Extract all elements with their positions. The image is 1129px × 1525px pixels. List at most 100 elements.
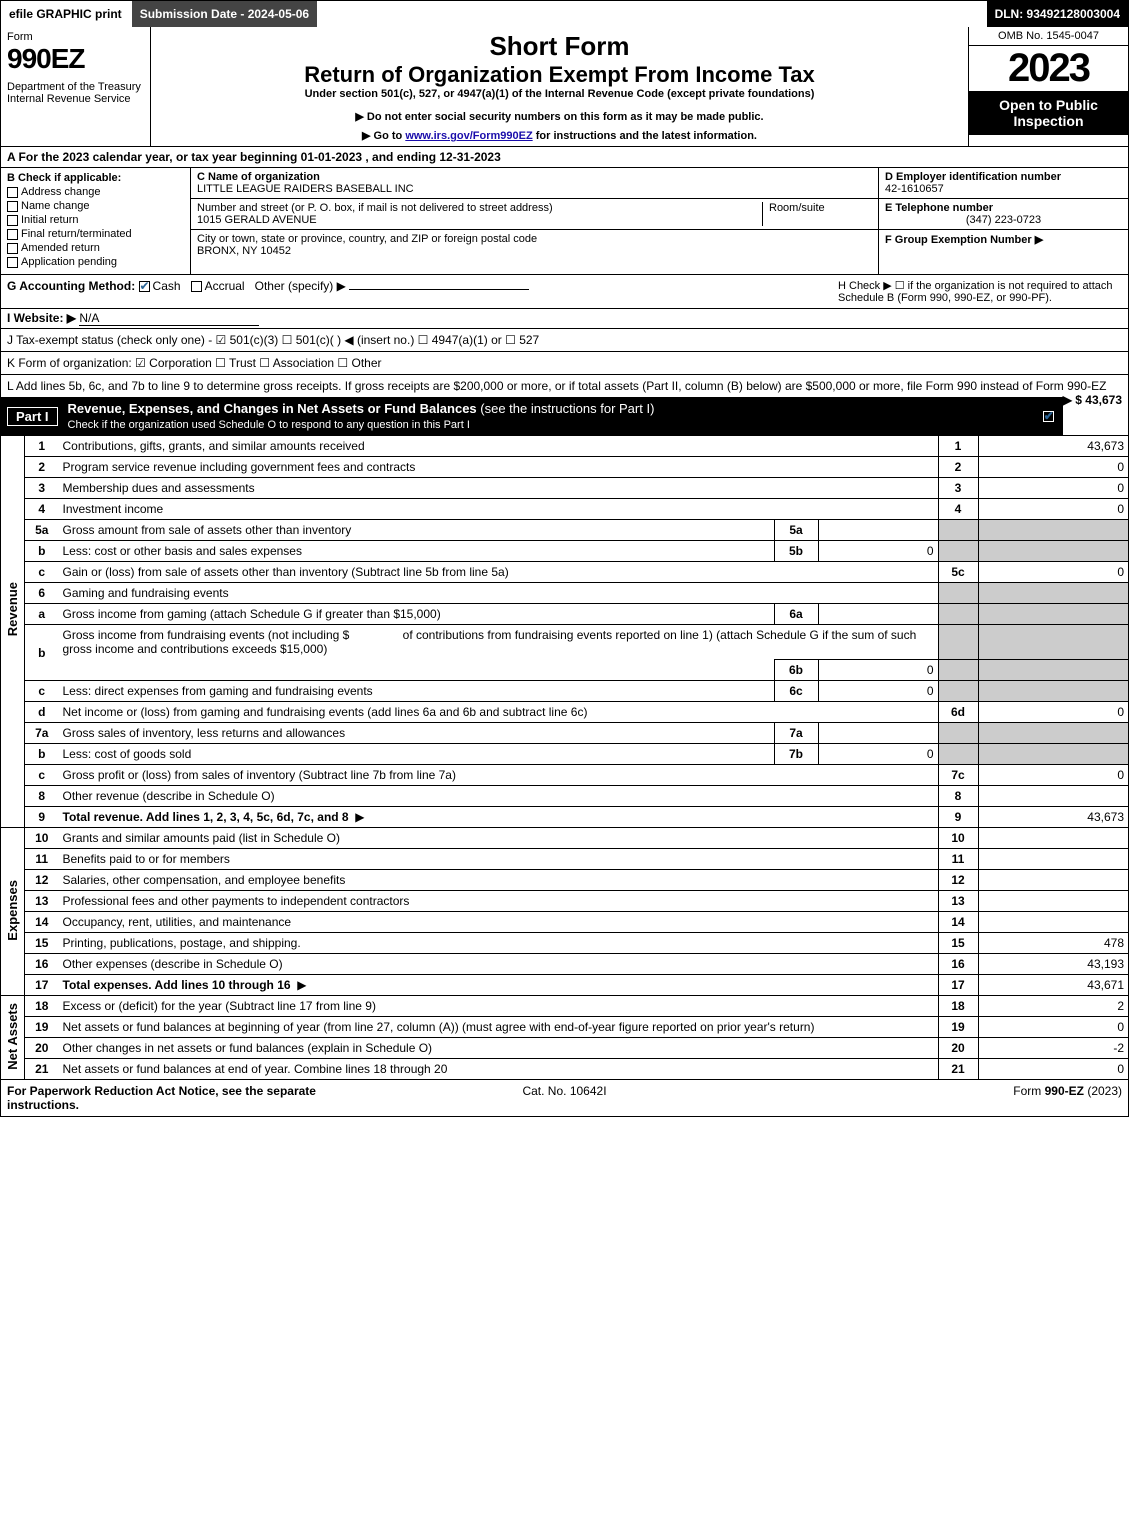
ln6d-nc: 6d (938, 702, 978, 723)
col-def: D Employer identification number 42-1610… (878, 168, 1128, 274)
ln12-no: 12 (25, 870, 59, 891)
efile-print-label: efile GRAPHIC print (1, 1, 132, 27)
subtitle-ssn: ▶ Do not enter social security numbers o… (159, 110, 960, 123)
c-street-value: 1015 GERALD AVENUE (197, 214, 762, 226)
ln7b-no: b (25, 744, 59, 765)
top-bar: efile GRAPHIC print Submission Date - 20… (1, 1, 1128, 27)
other-label: Other (specify) ▶ (255, 279, 346, 293)
irs-link[interactable]: www.irs.gov/Form990EZ (405, 130, 532, 142)
ln9-nc: 9 (938, 807, 978, 828)
ln5c-nc: 5c (938, 562, 978, 583)
ln13-val (978, 891, 1128, 912)
b-title: B Check if applicable: (7, 172, 184, 184)
ln10-desc: Grants and similar amounts paid (list in… (59, 828, 939, 849)
c-name-label: C Name of organization (197, 171, 872, 183)
ln7b-sv: 0 (818, 744, 938, 765)
ln6b-val1 (978, 625, 1128, 660)
open-to-public: Open to Public Inspection (969, 91, 1128, 135)
ln4-desc: Investment income (59, 499, 939, 520)
ln1-val: 43,673 (978, 436, 1128, 457)
i-website-value: N/A (79, 311, 259, 326)
ln14-val (978, 912, 1128, 933)
ln15-no: 15 (25, 933, 59, 954)
header-right: OMB No. 1545-0047 2023 Open to Public In… (968, 27, 1128, 146)
ln6b-nc2 (938, 660, 978, 681)
ln7a-nc (938, 723, 978, 744)
ln6-val (978, 583, 1128, 604)
c-name-row: C Name of organization LITTLE LEAGUE RAI… (191, 168, 878, 199)
ln6b-sv: 0 (818, 660, 938, 681)
ln6a-sc: 6a (774, 604, 818, 625)
ln21-no: 21 (25, 1059, 59, 1080)
ln17-desc: Total expenses. Add lines 10 through 16 … (59, 975, 939, 996)
ln5b-desc: Less: cost or other basis and sales expe… (59, 541, 775, 562)
cb-accrual[interactable] (191, 281, 202, 292)
cb-address-change[interactable]: Address change (7, 186, 184, 198)
form-number: 990EZ (7, 43, 144, 75)
ln6d-no: d (25, 702, 59, 723)
row-l-text: L Add lines 5b, 6c, and 7b to line 9 to … (7, 379, 1106, 393)
c-name-value: LITTLE LEAGUE RAIDERS BASEBALL INC (197, 183, 872, 195)
ln7c-nc: 7c (938, 765, 978, 786)
ln5b-no: b (25, 541, 59, 562)
accrual-label: Accrual (205, 279, 245, 293)
i-label: I Website: ▶ (7, 311, 76, 325)
ln20-nc: 20 (938, 1038, 978, 1059)
ln3-nc: 3 (938, 478, 978, 499)
topbar-spacer (319, 1, 986, 27)
form-word: Form (7, 31, 144, 43)
ln14-desc: Occupancy, rent, utilities, and maintena… (59, 912, 939, 933)
header-center: Short Form Return of Organization Exempt… (151, 27, 968, 146)
ln11-val (978, 849, 1128, 870)
return-title: Return of Organization Exempt From Incom… (159, 62, 960, 88)
dept-label: Department of the Treasury Internal Reve… (7, 81, 144, 105)
ln6c-nc (938, 681, 978, 702)
ln11-nc: 11 (938, 849, 978, 870)
c-city-value: BRONX, NY 10452 (197, 245, 872, 257)
form-container: efile GRAPHIC print Submission Date - 20… (0, 0, 1129, 1117)
ln3-desc: Membership dues and assessments (59, 478, 939, 499)
ln7a-sv (818, 723, 938, 744)
cb-application-pending[interactable]: Application pending (7, 256, 184, 268)
ln12-val (978, 870, 1128, 891)
ln6c-sv: 0 (818, 681, 938, 702)
c-room-label: Room/suite (762, 202, 872, 226)
ln14-no: 14 (25, 912, 59, 933)
row-g-h: G Accounting Method: Cash Accrual Other … (1, 275, 1128, 308)
short-form-title: Short Form (159, 31, 960, 62)
cb-final-return[interactable]: Final return/terminated (7, 228, 184, 240)
ln18-val: 2 (978, 996, 1128, 1017)
ln6c-sc: 6c (774, 681, 818, 702)
ln18-no: 18 (25, 996, 59, 1017)
ln20-val: -2 (978, 1038, 1128, 1059)
section-bcdef: B Check if applicable: Address change Na… (1, 168, 1128, 275)
cb-name-change[interactable]: Name change (7, 200, 184, 212)
ln5c-desc: Gain or (loss) from sale of assets other… (59, 562, 939, 583)
cb-cash[interactable] (139, 281, 150, 292)
footer-catno: Cat. No. 10642I (379, 1084, 751, 1112)
ln2-val: 0 (978, 457, 1128, 478)
ln10-val (978, 828, 1128, 849)
ln7c-val: 0 (978, 765, 1128, 786)
lines-table: Revenue 1 Contributions, gifts, grants, … (1, 435, 1128, 1079)
ln6b-desc2 (59, 660, 775, 681)
ln9-val: 43,673 (978, 807, 1128, 828)
other-specify-input[interactable] (349, 289, 529, 290)
cb-initial-return[interactable]: Initial return (7, 214, 184, 226)
ln3-val: 0 (978, 478, 1128, 499)
subtitle-goto: ▶ Go to www.irs.gov/Form990EZ for instru… (159, 129, 960, 142)
side-revenue: Revenue (1, 436, 25, 786)
dln-label: DLN: 93492128003004 (987, 1, 1128, 27)
footer: For Paperwork Reduction Act Notice, see … (1, 1079, 1128, 1116)
ln9-desc: Total revenue. Add lines 1, 2, 3, 4, 5c,… (59, 807, 939, 828)
ln17-val: 43,671 (978, 975, 1128, 996)
part1-title-bold: Revenue, Expenses, and Changes in Net As… (68, 401, 477, 416)
side-expenses: Expenses (1, 828, 25, 996)
ln2-no: 2 (25, 457, 59, 478)
ln5b-sc: 5b (774, 541, 818, 562)
ln14-nc: 14 (938, 912, 978, 933)
ln18-nc: 18 (938, 996, 978, 1017)
part1-check-icon[interactable] (1043, 411, 1054, 422)
e-phone-label: E Telephone number (885, 202, 1122, 214)
cb-amended-return[interactable]: Amended return (7, 242, 184, 254)
